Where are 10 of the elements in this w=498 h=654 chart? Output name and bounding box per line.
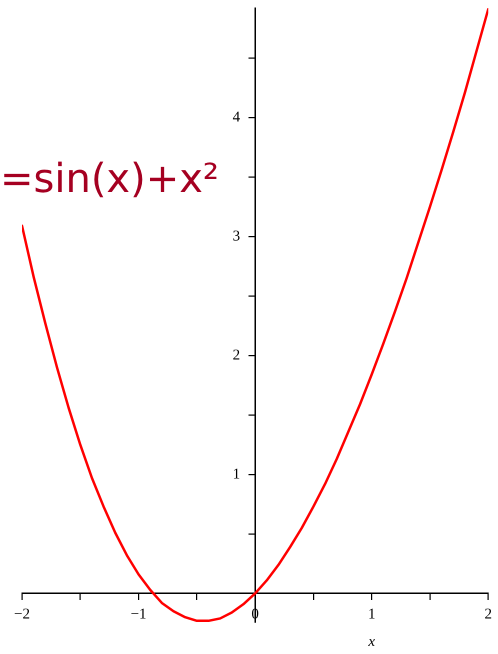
y-tick-label: 3 — [232, 228, 240, 244]
text: =sin(x)+x² — [0, 155, 219, 204]
x-tick-label: −2 — [14, 606, 30, 622]
x-axis-title: x — [367, 634, 376, 650]
y-tick-label: 2 — [232, 347, 240, 364]
y-tick-label: 4 — [232, 109, 241, 126]
x-tick-label: 1 — [368, 606, 376, 622]
x-tick-label: −1 — [130, 606, 147, 622]
x-tick-label: 2 — [484, 606, 492, 622]
y-tick-label: 1 — [232, 466, 240, 482]
